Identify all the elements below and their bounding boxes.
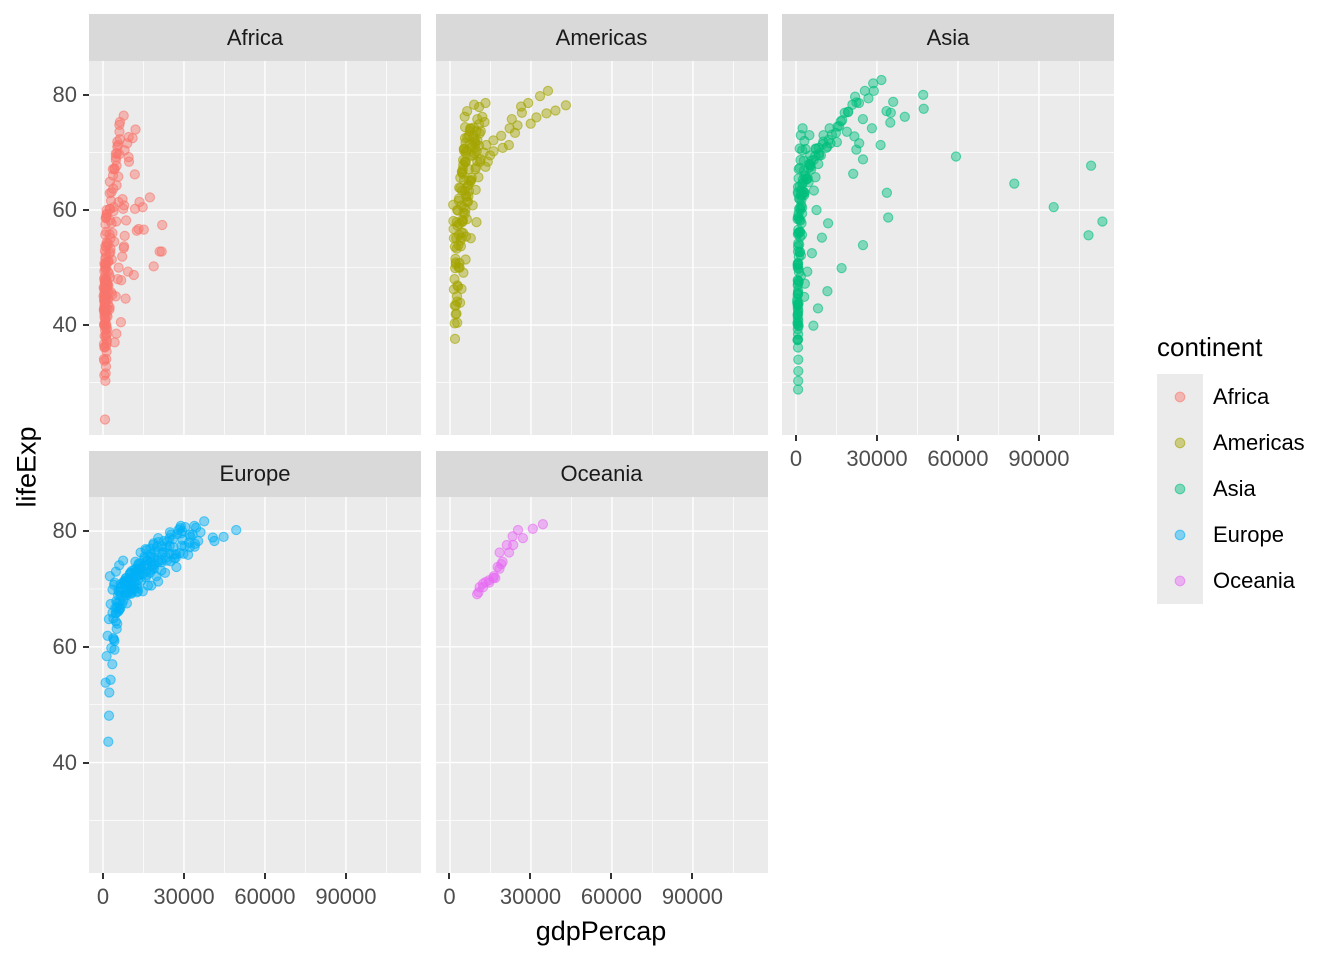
y-tick-label: 40	[52, 749, 77, 775]
legend-label-africa: Africa	[1213, 384, 1270, 409]
facet-panel-europe	[89, 497, 421, 873]
x-tick	[182, 873, 185, 879]
legend-key-americas	[1157, 420, 1203, 466]
facet-strip-label: Europe	[219, 461, 291, 486]
legend-point-icon	[1174, 575, 1186, 587]
x-tick	[448, 873, 451, 879]
facet-panel-americas	[435, 61, 768, 435]
facet-panel-asia	[782, 61, 1114, 435]
y-tick-label: 60	[52, 633, 77, 659]
x-tick-label: 90000	[1008, 446, 1070, 471]
facet-strip-label: Africa	[226, 24, 284, 50]
x-tick	[101, 873, 104, 879]
facet-strip-europe: Europe	[89, 451, 421, 497]
y-axis-title: lifeExp	[11, 426, 42, 508]
x-tick	[610, 873, 613, 879]
legend-point-icon	[1174, 529, 1186, 541]
y-tick-label: 80	[52, 81, 77, 107]
y-tick-label: 60	[52, 197, 77, 223]
facet-strip-americas: Americas	[435, 14, 768, 61]
facet-strip-label: Asia	[926, 24, 970, 50]
facet-panel-africa	[89, 61, 421, 435]
x-axis-title: gdpPercap	[535, 916, 667, 946]
x-tick	[344, 873, 347, 879]
x-tick-label: 60000	[234, 884, 296, 909]
x-tick-label: 30000	[846, 446, 908, 471]
x-tick	[529, 873, 532, 879]
facet-strip-africa: Africa	[89, 14, 421, 61]
legend-label-asia: Asia	[1213, 476, 1256, 501]
facet-strip-oceania: Oceania	[435, 451, 768, 497]
legend-key-europe	[1157, 512, 1203, 558]
legend-title: continent	[1157, 332, 1263, 362]
legend-key-oceania	[1157, 558, 1203, 604]
facet-strip-asia: Asia	[782, 14, 1114, 61]
x-tick-label: 30000	[153, 884, 215, 909]
y-tick-label: 80	[52, 518, 77, 544]
x-tick-label: 0	[443, 884, 456, 909]
x-tick-label: 90000	[315, 884, 377, 909]
legend-key-asia	[1157, 466, 1203, 512]
x-tick-label: 60000	[927, 446, 989, 471]
x-tick-label: 0	[789, 446, 803, 471]
facet-strip-label: Americas	[555, 24, 648, 50]
legend-point-icon	[1174, 391, 1186, 403]
y-tick	[83, 761, 89, 764]
x-tick	[1037, 435, 1040, 441]
legend-label-americas: Americas	[1213, 430, 1305, 455]
legend-point-icon	[1174, 437, 1186, 449]
x-tick	[956, 435, 959, 441]
y-tick	[83, 530, 89, 533]
y-tick	[83, 324, 89, 327]
y-tick	[83, 93, 89, 96]
x-tick-label: 30000	[499, 884, 562, 909]
facet-panel-oceania	[435, 497, 768, 873]
x-tick	[875, 435, 878, 441]
x-tick-label: 60000	[580, 884, 643, 909]
facet-strip-label: Oceania	[560, 461, 643, 486]
x-tick	[691, 873, 694, 879]
x-tick	[794, 435, 797, 441]
legend-key-africa	[1157, 374, 1203, 420]
x-tick	[263, 873, 266, 879]
y-tick-label: 40	[52, 312, 77, 338]
legend-label-oceania: Oceania	[1213, 568, 1295, 593]
x-tick-label: 90000	[661, 884, 724, 909]
y-tick	[83, 645, 89, 648]
y-tick	[83, 209, 89, 212]
x-tick-label: 0	[96, 884, 110, 909]
legend-point-icon	[1174, 483, 1186, 495]
legend-label-europe: Europe	[1213, 522, 1284, 547]
